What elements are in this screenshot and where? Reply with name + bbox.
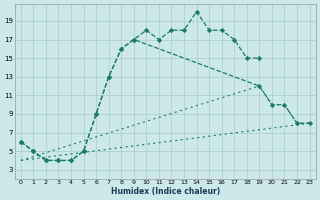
X-axis label: Humidex (Indice chaleur): Humidex (Indice chaleur) [111, 187, 220, 196]
